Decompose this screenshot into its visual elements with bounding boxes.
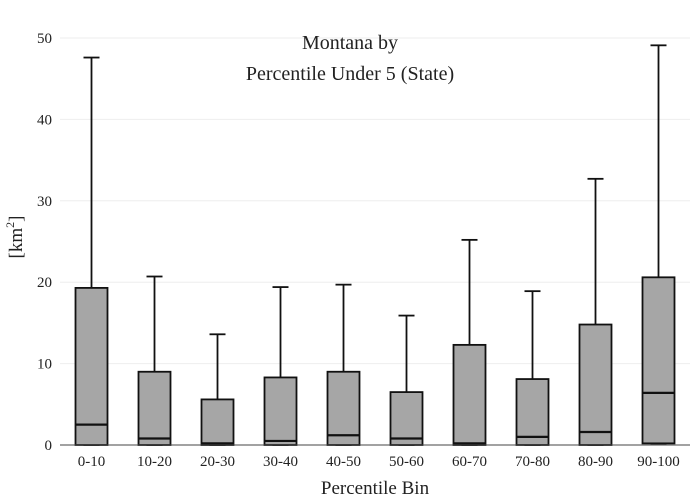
x-tick-label: 40-50 [326,454,361,470]
x-tick-label: 10-20 [137,454,172,470]
box-iqr [578,323,613,446]
box-iqr [326,370,361,446]
box-0-10 [74,56,109,446]
y-tick-label: 20 [37,275,52,291]
box-60-70 [452,238,487,446]
box-iqr [200,398,235,446]
x-tick-label: 50-60 [389,454,424,470]
box-30-40 [263,286,298,446]
x-tick-label: 60-70 [452,454,487,470]
x-tick-labels: 0-10 10-20 20-30 30-40 40-50 50-60 60-70 70-80 8… [78,454,680,470]
x-tick-label: 30-40 [263,454,298,470]
x-axis-title: Percentile Bin [321,478,430,499]
y-axis-title-end: ] [6,216,27,222]
y-axis-title-superscript: 2 [3,222,17,228]
x-tick-label: 0-10 [78,454,106,470]
x-tick-label: 70-80 [515,454,550,470]
box-20-30 [200,333,235,446]
box-iqr [263,376,298,446]
y-tick-label: 0 [45,438,53,454]
y-axis-title-base: [km [6,228,27,259]
box-50-60 [389,314,424,446]
y-tick-label: 40 [37,112,52,128]
y-tick-label: 10 [37,357,52,373]
box-iqr [389,391,424,446]
y-tick-label: 30 [37,194,52,210]
box-iqr [641,276,676,445]
y-tick-labels: 0 10 20 30 40 50 [37,31,52,454]
y-axis-title: [km2] [3,216,27,259]
box-iqr [74,286,109,446]
y-tick-label: 50 [37,31,52,47]
box-iqr [452,343,487,446]
chart-title-line-2: Percentile Under 5 (State) [246,63,454,85]
box-90-100 [641,44,676,445]
x-tick-label: 90-100 [637,454,680,470]
boxes [74,44,676,446]
box-70-80 [515,290,550,446]
box-40-50 [326,283,361,446]
chart-title-line-1: Montana by [302,32,398,54]
box-10-20 [137,275,172,446]
box-iqr [137,370,172,446]
x-tick-label: 80-90 [578,454,613,470]
x-tick-label: 20-30 [200,454,235,470]
box-80-90 [578,177,613,446]
box-iqr [515,378,550,446]
